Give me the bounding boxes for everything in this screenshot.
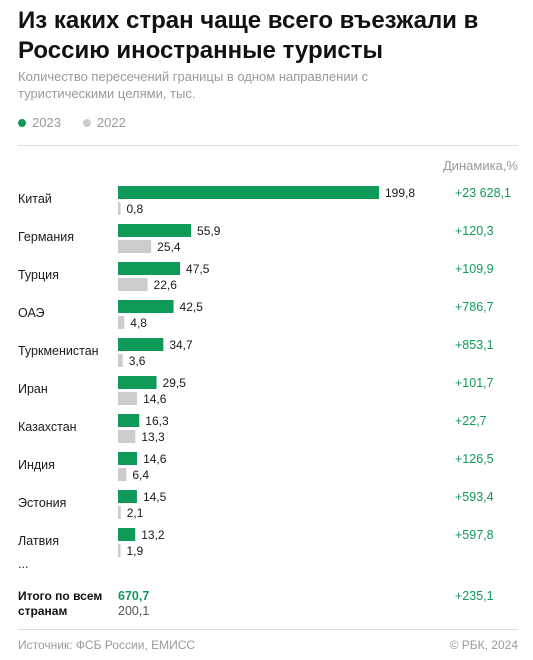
legend-swatch-2022 [82, 118, 91, 127]
category-label: Эстония [18, 496, 66, 510]
data-label-2022: 22,6 [154, 278, 178, 292]
data-label-2023: 16,3 [145, 414, 169, 428]
data-label-2023: 29,5 [163, 376, 187, 390]
dynamics-value: +120,3 [455, 224, 494, 238]
bar-2022 [118, 354, 123, 367]
data-label-2022: 6,4 [132, 468, 149, 482]
category-label: Иран [18, 382, 48, 396]
footer-copyright: © РБК, 2024 [449, 638, 518, 652]
data-label-2023: 13,2 [141, 528, 165, 542]
data-label-2022: 13,3 [141, 430, 165, 444]
bar-2022 [118, 202, 121, 215]
bar-2023 [118, 262, 181, 275]
legend-swatch-2023 [18, 118, 26, 127]
legend-label-2023: 2023 [32, 115, 61, 130]
bar-2023 [118, 490, 137, 503]
bar-2022 [118, 316, 125, 329]
total-dynamics: +235,1 [455, 589, 494, 603]
footer-divider [18, 629, 518, 630]
chart-title: Из каких стран чаще всего въезжали в Рос… [18, 7, 479, 64]
bar-2023 [118, 338, 164, 351]
dynamics-header: Динамика,% [442, 158, 518, 173]
data-label-2023: 55,9 [197, 224, 221, 238]
total-value-2023: 670,7 [118, 589, 150, 603]
bar-2022 [118, 240, 152, 253]
bar-2023 [118, 452, 138, 465]
data-label-2023: 42,5 [180, 300, 204, 314]
footer-source: Источник: ФСБ России, ЕМИСС [18, 638, 196, 652]
bar-2022 [118, 544, 121, 557]
data-label-2023: 34,7 [169, 338, 193, 352]
category-label: Казахстан [18, 420, 77, 434]
legend-label-2022: 2022 [96, 115, 126, 130]
legend: 2023 2022 [18, 115, 126, 130]
data-label-2022: 4,8 [130, 316, 147, 330]
bar-2023 [118, 414, 140, 427]
bar-2023 [118, 224, 192, 237]
bar-2022 [118, 430, 136, 443]
legend-item-2023: 2023 [18, 115, 61, 130]
data-label-2023: 14,5 [143, 490, 167, 504]
bar-chart: Китай 199,8 0,8 +23 628,1 Германия 55,9 25,4 +1… [18, 186, 511, 571]
dynamics-value: +23 628,1 [455, 186, 511, 200]
category-label: Турция [18, 268, 59, 282]
bar-2023 [118, 186, 379, 199]
category-label: Туркменистан [18, 344, 99, 358]
header-divider [18, 145, 518, 146]
data-label-2022: 0,8 [127, 202, 144, 216]
dynamics-value: +853,1 [455, 338, 494, 352]
dynamics-value: +126,5 [455, 452, 494, 466]
dynamics-value: +109,9 [455, 262, 494, 276]
category-label: Германия [18, 230, 74, 244]
data-label-2022: 25,4 [157, 240, 181, 254]
ellipsis-label: ... [18, 557, 28, 571]
bar-2023 [118, 376, 157, 389]
dynamics-value: +101,7 [455, 376, 494, 390]
legend-item-2022: 2022 [82, 115, 126, 130]
data-label-2022: 2,1 [127, 506, 144, 520]
data-label-2023: 47,5 [186, 262, 210, 276]
data-label-2022: 14,6 [143, 392, 167, 406]
dynamics-value: +786,7 [455, 300, 494, 314]
category-label: ОАЭ [18, 306, 45, 320]
chart-subtitle: Количество пересечений границы в одном н… [18, 69, 368, 101]
data-label-2022: 1,9 [127, 544, 144, 558]
dynamics-value: +597,8 [455, 528, 494, 542]
total-value-2022: 200,1 [118, 604, 150, 618]
bar-2022 [118, 468, 127, 481]
bar-2023 [118, 300, 174, 313]
category-label: Латвия [18, 534, 59, 548]
data-label-2022: 3,6 [129, 354, 146, 368]
bar-2022 [118, 506, 121, 519]
dynamics-value: +593,4 [455, 490, 494, 504]
data-label-2023: 199,8 [385, 186, 415, 200]
bar-2023 [118, 528, 136, 541]
bar-2022 [118, 278, 148, 291]
data-label-2023: 14,6 [143, 452, 167, 466]
category-label: Индия [18, 458, 55, 472]
dynamics-value: +22,7 [455, 414, 487, 428]
category-label: Китай [18, 192, 52, 206]
total-label: Итого по всем странам [18, 589, 103, 618]
bar-2022 [118, 392, 138, 405]
